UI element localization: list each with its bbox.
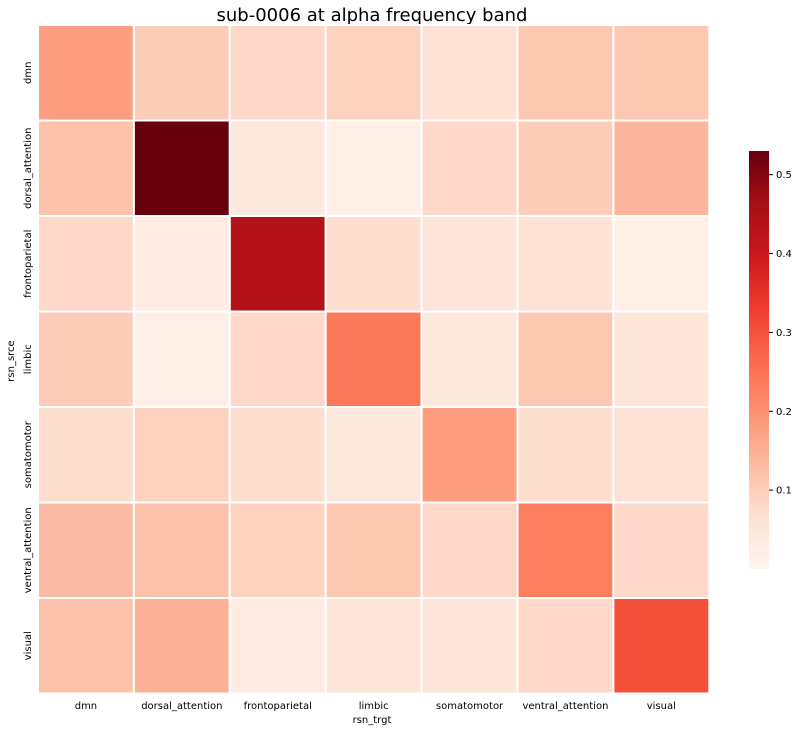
x-tick-label: visual xyxy=(647,701,676,712)
heatmap-cell xyxy=(324,501,423,599)
heatmap-cell xyxy=(228,24,327,122)
heatmap-cell xyxy=(324,597,423,695)
x-tick-label: dmn xyxy=(75,701,97,712)
heatmap-cell xyxy=(37,310,135,408)
heatmap-cell xyxy=(132,24,231,122)
heatmap-cell xyxy=(324,215,423,313)
y-tick-label: somatomotor xyxy=(23,420,34,488)
y-tick-label: limbic xyxy=(23,344,34,374)
heatmap-cell xyxy=(420,215,519,313)
colorbar xyxy=(749,151,769,569)
heatmap-cell xyxy=(228,501,327,599)
heatmap-cell xyxy=(516,24,615,122)
heatmap-cell xyxy=(324,119,423,217)
heatmap-cell xyxy=(132,215,231,313)
heatmap-cell xyxy=(612,24,711,122)
heatmap-cell xyxy=(37,406,135,504)
heatmap-cell xyxy=(324,24,423,122)
heatmap-cell xyxy=(420,597,519,695)
heatmap-cell xyxy=(228,406,327,504)
heatmap-cell xyxy=(516,215,615,313)
x-tick-label: limbic xyxy=(359,701,389,712)
heatmap-cell xyxy=(228,215,327,313)
heatmap-cell xyxy=(612,406,711,504)
heatmap-cell xyxy=(324,310,423,408)
heatmap-cell xyxy=(420,501,519,599)
y-tick-label: frontoparietal xyxy=(23,230,34,298)
heatmap-cell xyxy=(132,597,231,695)
heatmap-cell xyxy=(37,24,135,122)
heatmap-cell xyxy=(516,119,615,217)
colorbar-tick-label: 0.3 xyxy=(776,328,792,339)
heatmap-cell xyxy=(420,119,519,217)
y-axis-label: rsn_srce xyxy=(6,340,17,381)
heatmap-cell xyxy=(612,310,711,408)
y-tick-label: visual xyxy=(23,631,34,660)
heatmap-cell xyxy=(228,597,327,695)
heatmap-cell xyxy=(516,501,615,599)
heatmap-cell xyxy=(324,406,423,504)
x-tick-labels: dmn dorsal_attention frontoparietal limbic s… xyxy=(75,701,676,712)
x-tick-label: frontoparietal xyxy=(244,701,312,712)
heatmap-cell xyxy=(132,406,231,504)
heatmap-cell xyxy=(612,501,711,599)
heatmap-cell xyxy=(228,119,327,217)
x-tick-label: ventral_attention xyxy=(522,701,608,712)
heatmap-cell xyxy=(420,24,519,122)
y-tick-label: ventral_attention xyxy=(23,507,34,593)
y-tick-labels: dmn dorsal_attention frontoparietal limbic s… xyxy=(23,62,34,661)
heatmap-cell xyxy=(132,119,231,217)
heatmap-cell xyxy=(420,406,519,504)
heatmap-cell xyxy=(420,310,519,408)
heatmap-cell xyxy=(612,119,711,217)
colorbar-tick-label: 0.1 xyxy=(776,486,792,497)
y-tick-label: dmn xyxy=(23,62,34,84)
colorbar-ticks: 0.1 0.2 0.3 0.4 0.5 xyxy=(769,170,792,497)
chart-title: sub-0006 at alpha frequency band xyxy=(217,5,528,26)
heatmap-cell xyxy=(228,310,327,408)
x-axis-label: rsn_trgt xyxy=(353,715,392,726)
heatmap-cell xyxy=(37,597,135,695)
heatmap-cell xyxy=(516,406,615,504)
x-tick-label: dorsal_attention xyxy=(141,701,222,712)
x-tick-label: somatomotor xyxy=(436,701,504,712)
colorbar-tick-label: 0.4 xyxy=(776,249,792,260)
y-tick-label: dorsal_attention xyxy=(23,128,34,209)
heatmap-cell xyxy=(37,119,135,217)
heatmap-cell xyxy=(516,597,615,695)
heatmap-cell xyxy=(132,310,231,408)
heatmap-cell xyxy=(612,597,711,695)
heatmap-cells xyxy=(37,24,711,695)
colorbar-tick-label: 0.5 xyxy=(776,170,792,181)
heatmap-cell xyxy=(612,215,711,313)
colorbar-tick-label: 0.2 xyxy=(776,407,792,418)
heatmap-cell xyxy=(37,215,135,313)
heatmap-cell xyxy=(37,501,135,599)
heatmap-cell xyxy=(132,501,231,599)
heatmap-cell xyxy=(516,310,615,408)
